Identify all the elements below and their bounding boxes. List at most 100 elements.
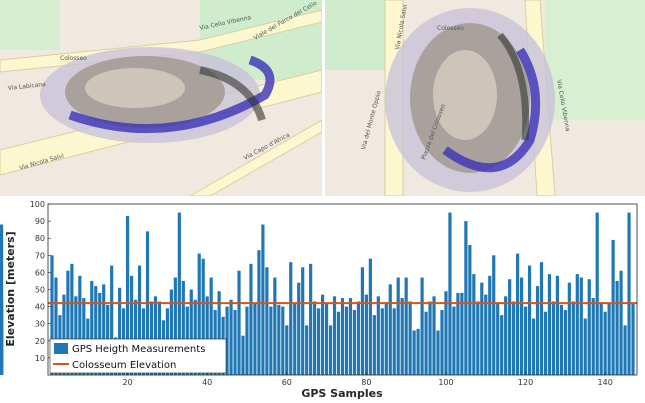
bar xyxy=(440,310,444,375)
bar xyxy=(627,212,631,375)
bar xyxy=(484,294,488,375)
bar xyxy=(424,311,428,375)
bar xyxy=(118,287,122,375)
bar xyxy=(476,301,480,375)
bar xyxy=(257,250,261,375)
bar xyxy=(62,294,66,375)
y-tick-label: 70 xyxy=(35,251,45,260)
bar xyxy=(384,303,388,375)
bar xyxy=(201,258,205,375)
bar xyxy=(301,267,305,375)
x-tick-label: 60 xyxy=(282,378,292,387)
bar xyxy=(129,275,134,375)
bar xyxy=(82,298,86,375)
bar xyxy=(173,277,177,375)
bar xyxy=(535,286,540,375)
gps-dense-shadow xyxy=(497,32,530,141)
bar xyxy=(225,306,229,375)
bar xyxy=(344,306,349,375)
bar xyxy=(404,277,408,375)
legend-box xyxy=(49,338,227,374)
bar xyxy=(388,284,392,375)
bar xyxy=(169,289,173,375)
bar xyxy=(492,255,496,375)
bar xyxy=(520,277,524,375)
bar xyxy=(500,315,504,375)
bar xyxy=(523,306,528,375)
bar xyxy=(436,330,440,375)
bar xyxy=(289,262,293,375)
y-tick-label: 60 xyxy=(35,268,45,277)
bar xyxy=(305,325,309,375)
bar xyxy=(293,303,297,375)
y-tick-label: 30 xyxy=(35,320,45,329)
bar xyxy=(567,282,571,375)
bar xyxy=(66,270,70,375)
map-panel-right: Colosseo Via Nicola Salvi Via del Monte … xyxy=(325,0,645,196)
x-tick-label: 120 xyxy=(518,378,533,387)
bar xyxy=(444,291,448,375)
bar xyxy=(261,224,265,375)
bar xyxy=(539,262,544,375)
bar xyxy=(591,298,595,375)
park-area xyxy=(325,0,385,70)
bar xyxy=(233,310,237,375)
bar xyxy=(205,296,209,375)
landmark-label: Colosseo xyxy=(60,55,87,62)
bar xyxy=(340,298,345,375)
bar xyxy=(94,286,98,375)
bar xyxy=(392,308,396,375)
x-tick-label: 20 xyxy=(123,378,133,387)
gps-dense-shadow xyxy=(199,66,266,122)
bar xyxy=(472,274,476,375)
x-tick-label: 140 xyxy=(598,378,613,387)
bar xyxy=(480,282,484,375)
bar xyxy=(551,301,556,375)
bar xyxy=(452,306,456,375)
bar xyxy=(241,335,245,375)
bar xyxy=(217,291,221,375)
bar xyxy=(416,328,420,375)
bar xyxy=(237,270,241,375)
bar xyxy=(488,275,492,375)
legend-label-colosseum-elevation: Colosseum Elevation xyxy=(72,360,176,371)
bar xyxy=(189,289,193,375)
gps-arc xyxy=(68,55,275,134)
street-label: Via Labicana xyxy=(7,81,46,92)
bar xyxy=(281,306,285,375)
bar xyxy=(396,277,400,375)
bar xyxy=(277,304,281,375)
bar xyxy=(571,301,575,375)
bar xyxy=(456,292,460,375)
bar xyxy=(380,308,384,375)
bar xyxy=(332,296,337,375)
bar xyxy=(133,299,138,375)
bar xyxy=(428,301,432,375)
bar xyxy=(527,265,532,375)
bar xyxy=(559,304,563,375)
bar xyxy=(181,280,185,375)
bar xyxy=(153,296,158,375)
bar xyxy=(432,296,436,375)
bar xyxy=(611,239,615,375)
bar xyxy=(102,284,106,375)
bar xyxy=(157,301,162,375)
bar xyxy=(508,279,512,375)
bar xyxy=(464,221,468,375)
y-tick-label: 100 xyxy=(30,200,45,209)
y-tick-label: 50 xyxy=(35,286,45,295)
bar xyxy=(583,318,587,375)
bar xyxy=(516,253,520,375)
bar xyxy=(209,277,213,375)
bar xyxy=(412,330,416,375)
road xyxy=(188,119,322,196)
y-tick-label: 40 xyxy=(35,303,45,312)
bar xyxy=(512,301,516,375)
bar xyxy=(631,303,635,375)
bar xyxy=(468,245,472,375)
bar xyxy=(360,267,364,375)
bar xyxy=(269,306,273,375)
road xyxy=(0,9,322,73)
bar xyxy=(193,299,197,375)
